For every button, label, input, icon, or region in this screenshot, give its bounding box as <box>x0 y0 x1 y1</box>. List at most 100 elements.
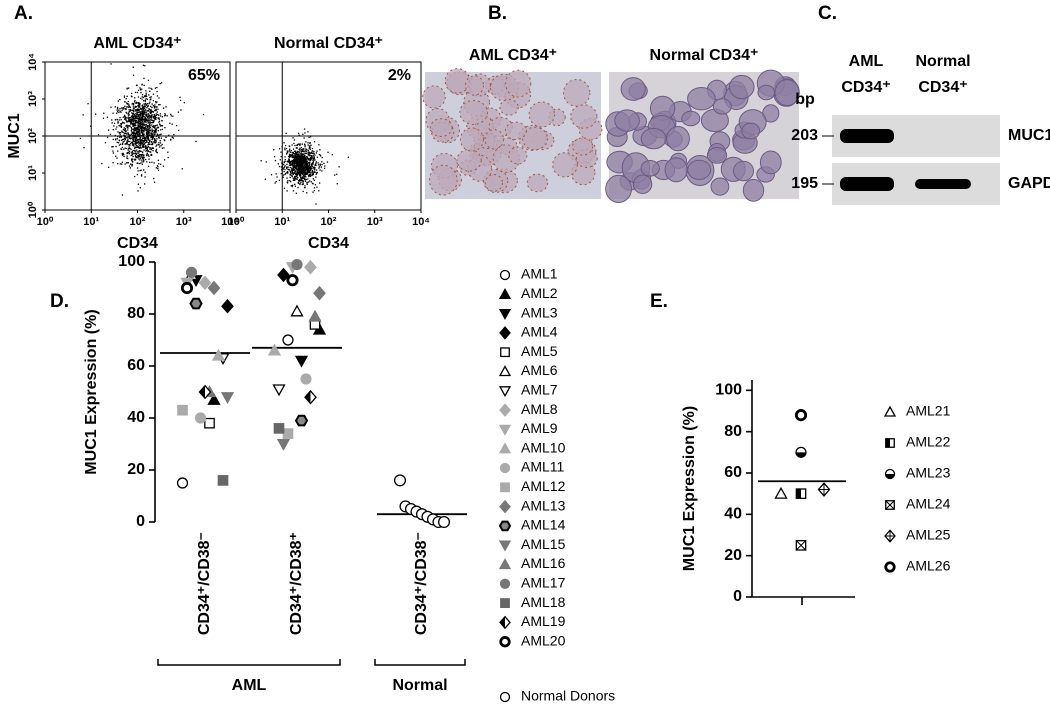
event-dot <box>123 127 125 129</box>
event-dot <box>154 130 157 132</box>
event-dot <box>116 119 118 121</box>
event-dot <box>158 121 160 123</box>
event-dot <box>146 95 148 97</box>
y-tick-label: 40 <box>724 506 742 523</box>
event-dot <box>129 121 132 123</box>
event-dot <box>347 156 349 158</box>
event-dot <box>122 152 124 154</box>
event-dot <box>141 132 144 134</box>
event-dot <box>283 166 285 168</box>
event-dot <box>133 145 135 147</box>
event-dot <box>159 125 162 127</box>
event-dot <box>147 105 149 107</box>
event-dot <box>121 138 123 141</box>
event-dot <box>293 160 295 162</box>
event-dot <box>291 161 293 163</box>
data-point <box>176 477 189 489</box>
event-dot <box>141 163 143 165</box>
legend-marker-part <box>499 578 511 589</box>
event-dot <box>124 108 126 110</box>
event-dot <box>142 110 144 112</box>
event-dot <box>148 127 150 130</box>
event-dot <box>121 163 123 165</box>
legend-label: AML1 <box>521 266 558 282</box>
event-dot <box>149 141 151 143</box>
event-dot <box>142 118 144 121</box>
event-dot <box>141 159 143 161</box>
event-dot <box>125 117 128 119</box>
event-dot <box>291 168 294 171</box>
event-dot <box>147 125 149 127</box>
legend-marker-part <box>499 326 511 340</box>
event-dot <box>149 151 151 153</box>
event-dot <box>292 163 294 165</box>
event-dot <box>292 155 294 157</box>
event-dot <box>151 103 153 105</box>
event-dot <box>127 151 130 154</box>
event-dot <box>144 100 146 102</box>
event-dot <box>140 122 142 124</box>
event-dot <box>302 190 304 193</box>
event-dot <box>155 150 157 152</box>
event-dot <box>129 119 131 121</box>
event-dot <box>300 168 302 170</box>
event-dot <box>155 108 157 110</box>
event-dot <box>288 153 291 155</box>
event-dot <box>311 157 313 159</box>
event-dot <box>312 152 314 154</box>
event-dot <box>154 87 156 89</box>
event-dot <box>124 143 126 145</box>
event-dot <box>144 137 147 139</box>
event-dot <box>310 181 312 183</box>
event-dot <box>202 113 205 116</box>
event-dot <box>142 134 145 136</box>
event-dot <box>297 168 299 171</box>
event-dot <box>277 163 279 165</box>
event-dot <box>151 128 153 130</box>
event-dot <box>146 129 148 132</box>
event-dot <box>134 150 136 152</box>
event-dot <box>133 132 135 135</box>
cell <box>459 127 484 152</box>
legend-marker <box>499 269 511 281</box>
event-dot <box>142 146 145 148</box>
event-dot <box>150 110 152 112</box>
event-dot <box>284 156 286 158</box>
event-dot <box>119 134 121 136</box>
event-dot <box>312 161 314 163</box>
legend-label: AML6 <box>521 362 558 378</box>
event-dot <box>138 132 141 134</box>
data-point <box>189 297 203 310</box>
event-dot <box>307 178 309 180</box>
event-dot <box>302 157 304 159</box>
legend-marker-part <box>498 386 512 398</box>
cell <box>710 177 730 196</box>
event-dot <box>134 128 136 130</box>
event-dot <box>129 140 131 143</box>
event-dot <box>143 123 145 126</box>
event-dot <box>299 144 301 147</box>
event-dot <box>134 143 136 145</box>
event-dot <box>141 98 143 100</box>
event-dot <box>313 155 315 158</box>
event-dot <box>294 176 296 179</box>
event-dot <box>293 155 295 157</box>
data-point <box>198 384 212 400</box>
event-dot <box>131 131 133 134</box>
event-dot <box>148 130 150 132</box>
event-dot <box>142 112 144 115</box>
event-dot <box>140 150 142 152</box>
event-dot <box>167 156 169 159</box>
event-dot <box>143 129 145 131</box>
data-point-part <box>220 392 235 405</box>
event-dot <box>155 102 157 104</box>
event-dot <box>300 177 302 179</box>
event-dot <box>292 166 295 169</box>
event-dot <box>134 97 136 99</box>
event-dot <box>147 132 149 134</box>
event-dot <box>160 163 162 165</box>
event-dot <box>159 83 161 85</box>
event-dot <box>146 136 148 138</box>
event-dot <box>155 139 157 142</box>
event-dot <box>309 172 311 174</box>
